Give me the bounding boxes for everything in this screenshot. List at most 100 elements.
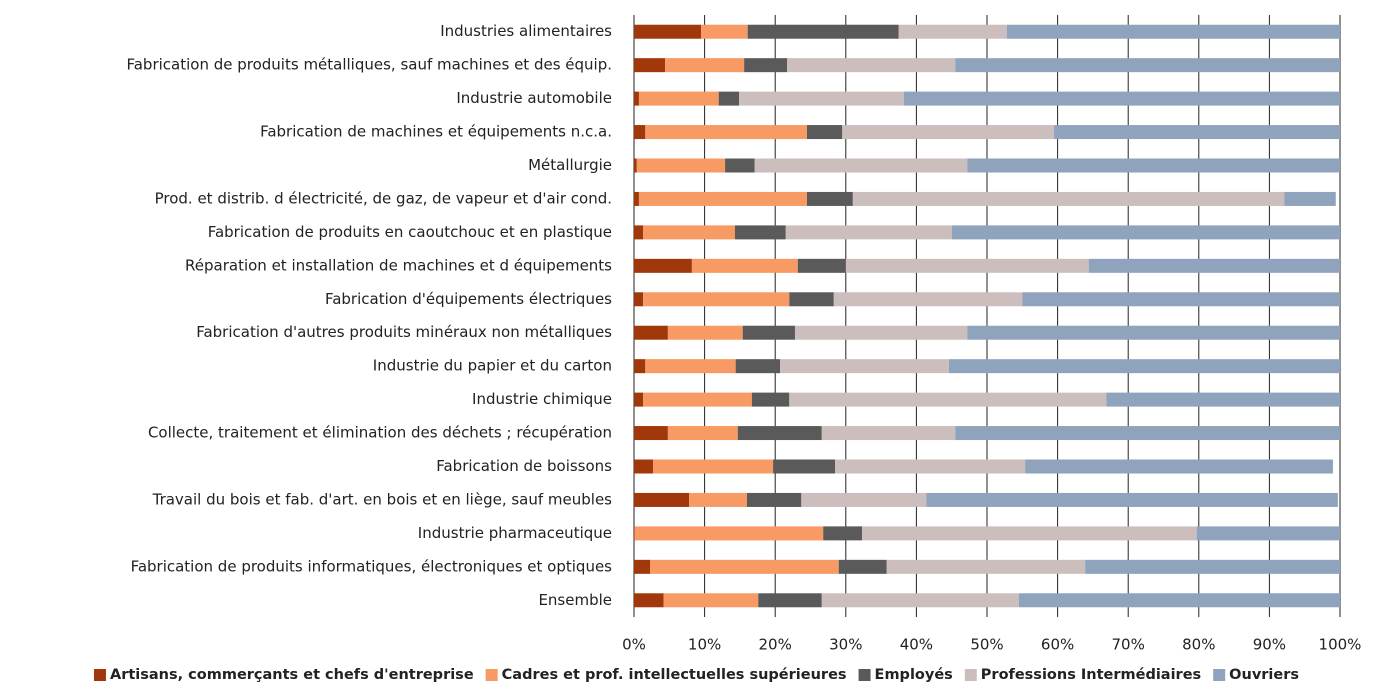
y-tick-label: Fabrication de produits métalliques, sau…: [126, 56, 612, 74]
legend-label: Professions Intermédiaires: [981, 667, 1201, 683]
x-tick-label: 50%: [970, 636, 1003, 654]
bar-segment: [638, 91, 719, 106]
bar-segment: [835, 459, 1026, 474]
bar-segment: [903, 91, 1340, 106]
x-tick-label: 80%: [1182, 636, 1215, 654]
bar-segment: [634, 426, 668, 441]
legend-swatch: [485, 669, 498, 681]
bar-segment: [789, 392, 1107, 407]
bar-segment: [1085, 559, 1340, 574]
bar-segment: [634, 492, 690, 507]
bar-segment: [797, 258, 846, 273]
bar-segment: [634, 258, 692, 273]
x-tick-label: 20%: [759, 636, 792, 654]
x-tick-label: 30%: [829, 636, 862, 654]
y-tick-label: Ensemble: [538, 591, 612, 609]
bar-segment: [663, 593, 759, 608]
y-tick-label: Réparation et installation de machines e…: [185, 256, 612, 274]
bar-segment: [955, 58, 1340, 73]
y-tick-label: Fabrication de boissons: [436, 457, 612, 475]
bar-segment: [691, 258, 798, 273]
y-tick-label: Fabrication d'équipements électriques: [325, 290, 612, 308]
bar-segment: [787, 58, 956, 73]
bar-segment: [751, 392, 790, 407]
bar-segment: [789, 292, 834, 307]
bar-segment: [806, 125, 843, 140]
bar-segment: [739, 91, 904, 106]
bar-segment: [845, 258, 1089, 273]
legend-swatch: [1213, 669, 1226, 681]
bar-segment: [689, 492, 747, 507]
bar-segment: [634, 325, 668, 340]
bar-segment: [636, 158, 726, 173]
bar-segment: [725, 158, 755, 173]
bar-segment: [754, 158, 968, 173]
bar-segment: [801, 492, 927, 507]
bar-segment: [898, 24, 1007, 39]
y-tick-label: Prod. et distrib. d électricité, de gaz,…: [155, 189, 612, 207]
bar-segment: [645, 359, 736, 374]
bar-segment: [667, 325, 743, 340]
bar-segment: [634, 526, 824, 541]
y-tick-label: Industrie chimique: [472, 390, 612, 408]
bar-segment: [838, 559, 887, 574]
bar-segment: [1196, 526, 1340, 541]
y-tick-label: Collecte, traitement et élimination des …: [148, 424, 612, 442]
x-tick-label: 60%: [1041, 636, 1074, 654]
y-tick-label: Travail du bois et fab. d'art. en bois e…: [152, 490, 613, 508]
bar-segment: [718, 91, 740, 106]
bar-segment: [643, 225, 735, 240]
legend-label: Ouvriers: [1229, 667, 1299, 683]
bar-segment: [634, 125, 646, 140]
bar-segment: [634, 292, 644, 307]
bar-segment: [886, 559, 1086, 574]
bar-segment: [951, 225, 1340, 240]
y-tick-label: Industrie automobile: [456, 89, 612, 107]
bar-segment: [821, 426, 956, 441]
bar-segment: [1088, 258, 1340, 273]
bar-segment: [1022, 292, 1340, 307]
bar-segment: [1106, 392, 1340, 407]
bar-segment: [634, 593, 664, 608]
legend-swatch: [858, 669, 871, 681]
bar-segment: [665, 58, 745, 73]
y-tick-label: Industrie du papier et du carton: [373, 357, 612, 375]
x-tick-label: 0%: [622, 636, 646, 654]
bar-segment: [634, 392, 644, 407]
bar-segment: [634, 526, 635, 541]
bar-segment: [758, 593, 822, 608]
bar-segment: [742, 325, 795, 340]
x-tick-label: 10%: [688, 636, 721, 654]
bar-segment: [747, 24, 899, 39]
bar-segment: [634, 91, 639, 106]
bar-segment: [634, 24, 702, 39]
legend-swatch: [964, 669, 977, 681]
bar-segment: [862, 526, 1197, 541]
bar-segment: [645, 125, 807, 140]
y-tick-label: Fabrication de machines et équipements n…: [260, 123, 612, 141]
y-tick-label: Fabrication de produits en caoutchouc et…: [208, 223, 612, 241]
x-tick-label: 100%: [1319, 636, 1362, 654]
bar-segment: [773, 459, 836, 474]
bar-segment: [833, 292, 1023, 307]
bar-segment: [737, 426, 822, 441]
legend-swatch: [93, 669, 106, 681]
bar-segment: [638, 191, 807, 206]
bar-segment: [1054, 125, 1340, 140]
x-tick-label: 70%: [1112, 636, 1145, 654]
x-tick-label: 90%: [1253, 636, 1286, 654]
bar-segment: [852, 191, 1285, 206]
y-tick-label: Industrie pharmaceutique: [418, 524, 612, 542]
bar-segment: [653, 459, 774, 474]
bar-segment: [634, 559, 651, 574]
bar-segment: [1006, 24, 1340, 39]
bar-segment: [650, 559, 839, 574]
bar-segment: [785, 225, 952, 240]
legend-label: Cadres et prof. intellectuelles supérieu…: [502, 667, 847, 683]
bar-segment: [643, 392, 752, 407]
y-tick-label: Métallurgie: [528, 156, 612, 174]
y-tick-label: Fabrication de produits informatiques, é…: [131, 557, 613, 575]
bar-segment: [823, 526, 863, 541]
bar-segment: [734, 225, 786, 240]
